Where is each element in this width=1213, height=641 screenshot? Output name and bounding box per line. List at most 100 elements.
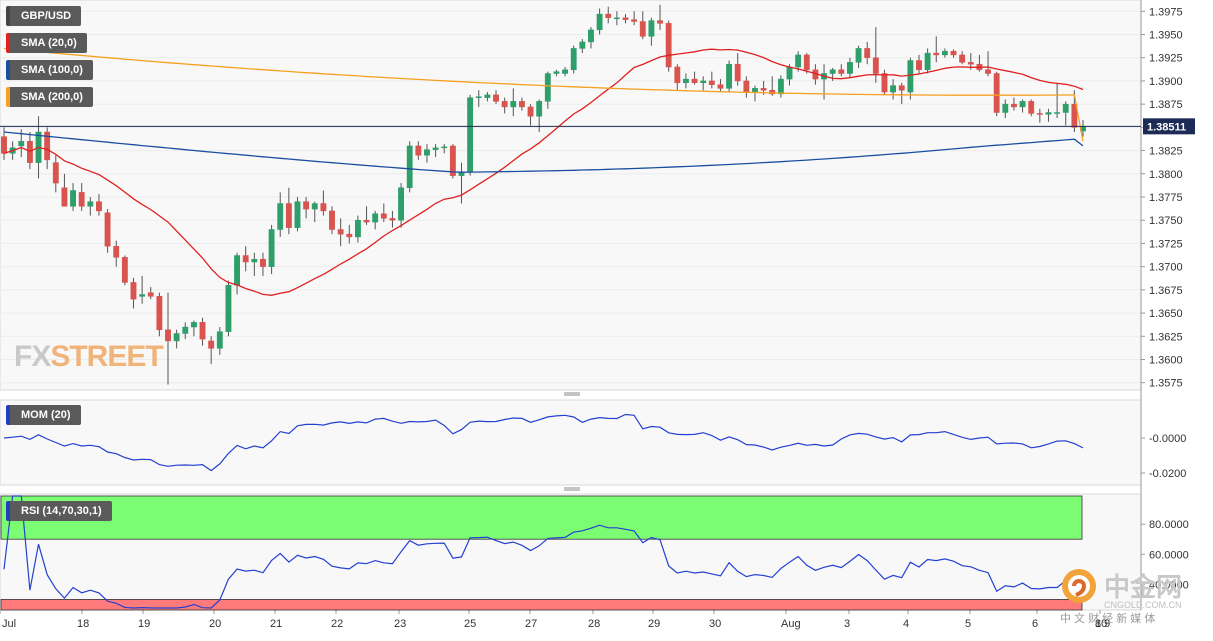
fxstreet-watermark: FXSTREET bbox=[14, 340, 164, 373]
sma20-label[interactable]: SMA (20,0) bbox=[6, 33, 87, 53]
x-tick-label: 29 bbox=[648, 618, 660, 630]
mom-label[interactable]: MOM (20) bbox=[6, 405, 81, 425]
candle-body bbox=[389, 218, 396, 221]
candle-body bbox=[1071, 103, 1078, 128]
y-tick-label: 80.0000 bbox=[1149, 519, 1189, 531]
candle-body bbox=[890, 85, 897, 93]
candle-body bbox=[752, 88, 758, 93]
candle-body bbox=[847, 62, 853, 74]
cngold-logo: 中金网 CNGOLD.COM.CN 中 文 财 经 新 媒 体 bbox=[1060, 566, 1210, 636]
x-tick-label: 25 bbox=[464, 618, 476, 630]
x-tick-label: 4 bbox=[903, 618, 909, 630]
candle-body bbox=[182, 326, 189, 334]
candle-body bbox=[1028, 101, 1035, 114]
candle-body bbox=[260, 258, 266, 267]
candle-body bbox=[484, 94, 491, 98]
y-tick-label: 1.3875 bbox=[1149, 99, 1183, 111]
candle-body bbox=[449, 145, 456, 176]
candle-body bbox=[147, 292, 154, 297]
candle-body bbox=[579, 41, 586, 49]
candle-body bbox=[139, 294, 146, 297]
x-tick-label: 19 bbox=[138, 618, 150, 630]
rsi-label[interactable]: RSI (14,70,30,1) bbox=[6, 501, 112, 521]
candle-body bbox=[52, 162, 59, 184]
candle-body bbox=[596, 13, 603, 31]
y-tick-label: 1.3675 bbox=[1149, 285, 1183, 297]
x-tick-label: 10 bbox=[1095, 618, 1107, 630]
candle-body bbox=[562, 69, 569, 74]
candle-body bbox=[216, 331, 223, 349]
y-tick-label: 1.3950 bbox=[1149, 30, 1183, 42]
candle-body bbox=[467, 97, 474, 173]
candle-body bbox=[251, 258, 258, 263]
x-tick-label: 6 bbox=[1032, 618, 1038, 630]
candle-body bbox=[864, 48, 871, 58]
candle-body bbox=[570, 48, 577, 71]
current-price-tag bbox=[1143, 118, 1195, 135]
y-tick-label: 1.3900 bbox=[1149, 76, 1183, 88]
candle-body bbox=[208, 340, 215, 349]
candle-body bbox=[311, 203, 318, 210]
cngold-sub: CNGOLD.COM.CN bbox=[1104, 600, 1182, 610]
x-tick-label: 18 bbox=[77, 618, 89, 630]
current-price-text: 1.38511 bbox=[1147, 121, 1186, 133]
candle-body bbox=[967, 62, 974, 65]
pair-label[interactable]: GBP/USD bbox=[6, 6, 82, 26]
candle-body bbox=[277, 203, 284, 230]
cngold-foot: 中 文 财 经 新 媒 体 bbox=[1060, 611, 1155, 625]
y-tick-label: -0.0200 bbox=[1149, 468, 1186, 480]
candle-body bbox=[631, 19, 638, 22]
candle-body bbox=[605, 13, 612, 19]
cngold-text: 中金网 bbox=[1104, 572, 1182, 602]
candle-body bbox=[441, 146, 448, 149]
y-tick-label: 1.3825 bbox=[1149, 146, 1183, 158]
candle-body bbox=[708, 80, 715, 85]
candle-body bbox=[941, 50, 948, 56]
candle-body bbox=[44, 131, 51, 161]
y-tick-label: 1.3775 bbox=[1149, 192, 1183, 204]
candle-body bbox=[398, 187, 404, 221]
candle-body bbox=[613, 17, 620, 20]
candle-body bbox=[121, 257, 128, 283]
candle-body bbox=[96, 201, 102, 212]
candle-body bbox=[320, 203, 327, 212]
x-tick-label: 21 bbox=[270, 618, 282, 630]
candle-body bbox=[855, 48, 862, 63]
candle-body bbox=[380, 213, 387, 219]
candle-body bbox=[294, 201, 301, 228]
y-tick-label: 1.3650 bbox=[1149, 308, 1183, 320]
candle-body bbox=[760, 88, 767, 91]
candle-body bbox=[985, 69, 991, 74]
y-tick-label: 1.3575 bbox=[1149, 378, 1183, 390]
x-tick-label: 27 bbox=[525, 618, 537, 630]
candle-body bbox=[190, 322, 197, 328]
candle-body bbox=[933, 52, 940, 56]
candle-body bbox=[700, 80, 707, 84]
sma200-label[interactable]: SMA (200,0) bbox=[6, 87, 93, 107]
candle-body bbox=[1054, 112, 1061, 114]
candle-body bbox=[950, 50, 957, 56]
candle-body bbox=[993, 73, 1000, 113]
candle-body bbox=[1036, 113, 1043, 115]
candle-body bbox=[743, 80, 750, 93]
rsi-line bbox=[3, 495, 1084, 609]
candle-body bbox=[665, 23, 672, 68]
candle-body bbox=[769, 89, 776, 95]
candle-body bbox=[553, 71, 560, 74]
candle-body bbox=[777, 78, 784, 95]
candle-body bbox=[225, 284, 232, 332]
x-tick-label: 23 bbox=[394, 618, 406, 630]
y-tick-label: 1.3625 bbox=[1149, 331, 1183, 343]
candle-body bbox=[363, 219, 370, 223]
candle-body bbox=[588, 29, 594, 43]
candle-body bbox=[872, 57, 879, 74]
sma100-label[interactable]: SMA (100,0) bbox=[6, 60, 93, 80]
y-tick-label: 1.3600 bbox=[1149, 355, 1183, 367]
candle-body bbox=[898, 85, 905, 91]
x-tick-label: 3 bbox=[844, 618, 850, 630]
y-tick-label: -0.0000 bbox=[1149, 433, 1186, 445]
candle-body bbox=[234, 255, 240, 286]
x-tick-label: 8 9 bbox=[1095, 618, 1110, 630]
x-tick-label: 30 bbox=[709, 618, 721, 630]
candle-body bbox=[734, 63, 741, 82]
